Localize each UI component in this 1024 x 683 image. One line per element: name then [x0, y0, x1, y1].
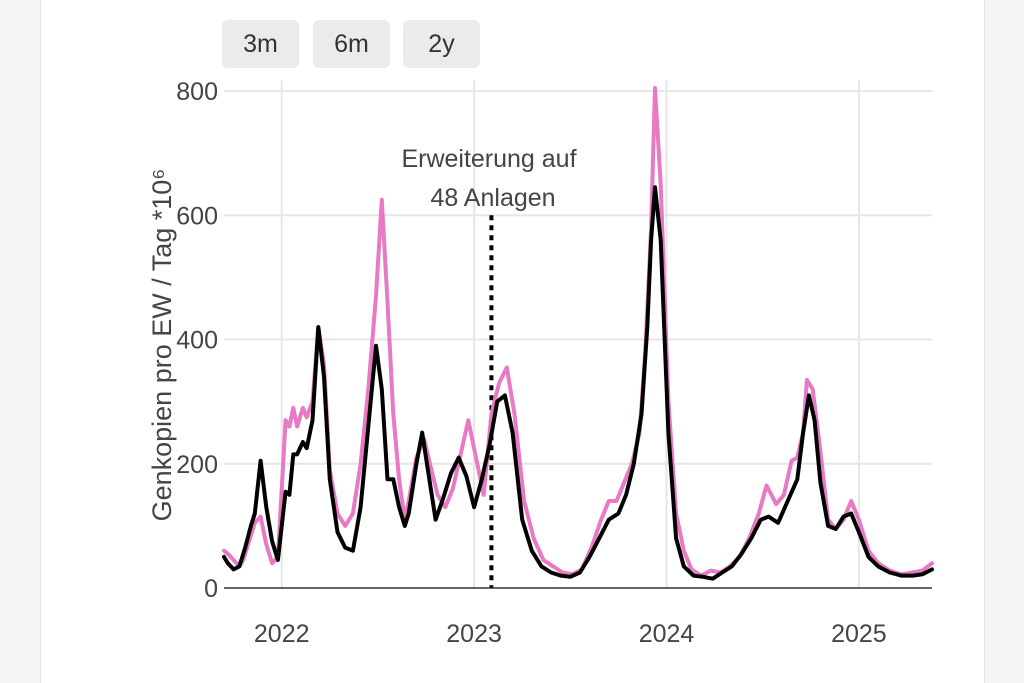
- y-tick-label: 800: [176, 78, 218, 106]
- y-tick-label: 600: [176, 202, 218, 230]
- series-line-1: [222, 185, 934, 581]
- y-tick-label: 200: [176, 451, 218, 479]
- x-tick-label: 2022: [254, 620, 310, 648]
- x-tick-label: 2025: [831, 620, 887, 648]
- range-button-2y[interactable]: 2y: [403, 20, 480, 68]
- y-tick-label: 400: [176, 327, 218, 355]
- range-button-3m[interactable]: 3m: [222, 20, 299, 68]
- chart-card: 3m 6m 2y 0 200 400 600 800 2022 2023 2024 2025 …: [40, 0, 985, 683]
- x-tick-label: 2024: [639, 620, 695, 648]
- series-line-0: [222, 86, 934, 578]
- range-button-6m[interactable]: 6m: [313, 20, 390, 68]
- y-axis-label: Genkopien pro EW / Tag *10⁶: [147, 169, 177, 522]
- annotation-text-line-2: 48 Anlagen: [430, 184, 555, 212]
- y-tick-label: 0: [204, 575, 218, 603]
- x-tick-label: 2023: [446, 620, 502, 648]
- annotation-text-line-1: Erweiterung auf: [401, 145, 576, 173]
- line-chart: 0 200 400 600 800 2022 2023 2024 2025 Genkopien…: [147, 78, 934, 648]
